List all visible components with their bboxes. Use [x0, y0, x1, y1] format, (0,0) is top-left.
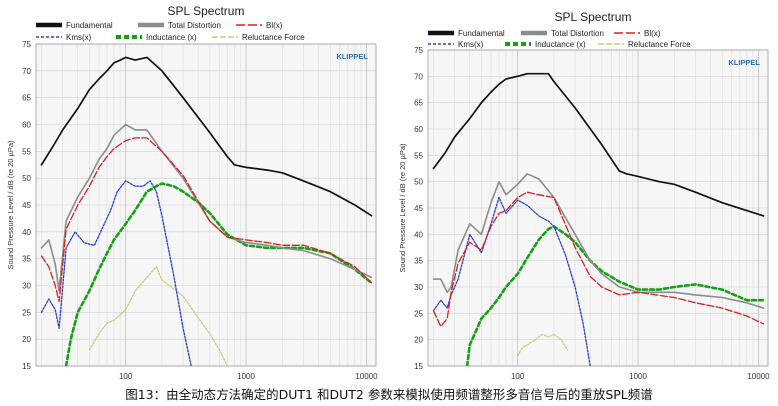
series-line-fundamental: [432, 72, 765, 217]
y-tick-label: 75: [22, 40, 31, 49]
y-axis-label: Sound Pressure Level / dB (re 20 µPa): [6, 140, 15, 269]
legend-label: Total Distortion: [551, 29, 604, 38]
plot-frame: [427, 49, 769, 367]
chart-title: SPL Spectrum: [555, 10, 632, 24]
legend-entry-fundamental: Fundamental: [36, 21, 113, 30]
series-line-inductance-x: [465, 225, 765, 366]
legend-entry-fundamental: Fundamental: [428, 29, 505, 38]
series-group: [432, 72, 765, 366]
y-tick-label: 40: [22, 228, 31, 237]
klippel-brand-label: KLIPPEL: [728, 58, 760, 67]
y-tick-label: 50: [22, 174, 31, 183]
legend-entry-total-distortion: Total Distortion: [521, 29, 604, 38]
y-tick-label: 65: [414, 99, 423, 108]
legend-entry-reluctance-force: Reluctance Force: [212, 33, 305, 42]
legend-entry-kms-x: Kms(x): [36, 33, 92, 42]
legend-entry-total-distortion: Total Distortion: [138, 21, 221, 30]
x-tick-label: 1000: [629, 372, 647, 381]
y-tick-label: 70: [22, 67, 31, 76]
y-tick-label: 60: [22, 121, 31, 130]
y-tick-label: 70: [414, 72, 423, 81]
series-line-reluctance-force: [88, 266, 228, 366]
legend-label: Fundamental: [458, 29, 505, 38]
legend-label: Fundamental: [66, 21, 113, 30]
series-line-total-distortion: [40, 123, 373, 292]
legend-label: Kms(x): [66, 33, 92, 42]
series-line-kms-x: [40, 180, 192, 366]
legend-entry-inductance-x: Inductance (x): [505, 40, 586, 49]
legend-label: Total Distortion: [168, 21, 221, 30]
y-tick-label: 30: [414, 283, 423, 292]
y-tick-label: 45: [414, 204, 423, 213]
y-tick-label: 45: [22, 201, 31, 210]
series-line-fundamental: [40, 56, 373, 217]
chart-panel-2: SPL Spectrum Fundamental Total Distortion B…: [398, 10, 770, 381]
series-line-bl-x: [40, 137, 373, 303]
series-line-bl-x: [432, 191, 765, 328]
legend-label: Kms(x): [458, 40, 484, 49]
y-tick-label: 25: [414, 309, 423, 318]
legend-label: Reluctance Force: [628, 40, 691, 49]
y-tick-label: 60: [414, 125, 423, 134]
series-group: [40, 56, 373, 366]
series-line-reluctance-force: [517, 333, 569, 357]
plot-frame: [35, 43, 377, 367]
chart-panel-1: SPL Spectrum Fundamental Total Distortion B…: [6, 4, 378, 381]
y-tick-label: 35: [22, 255, 31, 264]
legend-label: Inductance (x): [146, 33, 197, 42]
y-tick-label: 20: [22, 335, 31, 344]
y-tick-label: 55: [22, 147, 31, 156]
grid: [428, 49, 768, 367]
x-tick-label: 10000: [355, 372, 378, 381]
y-axis-label: Sound Pressure Level / dB (re 20 µPa): [398, 143, 407, 272]
legend-entry-kms-x: Kms(x): [428, 40, 484, 49]
y-tick-label: 25: [22, 308, 31, 317]
chart-title: SPL Spectrum: [168, 4, 245, 18]
legend-label: Bl(x): [644, 29, 661, 38]
y-tick-label: 50: [414, 178, 423, 187]
x-tick-label: 100: [511, 372, 525, 381]
legend-entry-inductance-x: Inductance (x): [116, 33, 197, 42]
klippel-brand-label: KLIPPEL: [336, 52, 368, 61]
legend-label: Bl(x): [266, 21, 283, 30]
y-tick-label: 40: [414, 230, 423, 239]
y-tick-label: 65: [22, 94, 31, 103]
x-tick-label: 1000: [237, 372, 255, 381]
figure-caption: 图13：由全动态方法确定的DUT1 和DUT2 参数来模拟使用频谱整形多音信号后…: [125, 387, 653, 402]
x-tick-label: 10000: [747, 372, 770, 381]
y-tick-label: 75: [414, 46, 423, 55]
y-tick-label: 30: [22, 282, 31, 291]
x-tick-label: 100: [119, 372, 133, 381]
y-tick-label: 15: [22, 362, 31, 371]
legend-entry-reluctance-force: Reluctance Force: [598, 40, 691, 49]
legend-entry-bl-x: Bl(x): [614, 29, 661, 38]
legend-entry-bl-x: Bl(x): [236, 21, 283, 30]
y-tick-label: 55: [414, 151, 423, 160]
y-tick-label: 20: [414, 336, 423, 345]
y-tick-label: 35: [414, 257, 423, 266]
legend-label: Inductance (x): [535, 40, 586, 49]
figure-canvas: SPL Spectrum Fundamental Total Distortion B…: [6, 4, 770, 381]
y-tick-label: 15: [414, 362, 423, 371]
legend-label: Reluctance Force: [242, 33, 305, 42]
series-line-total-distortion: [432, 173, 765, 309]
